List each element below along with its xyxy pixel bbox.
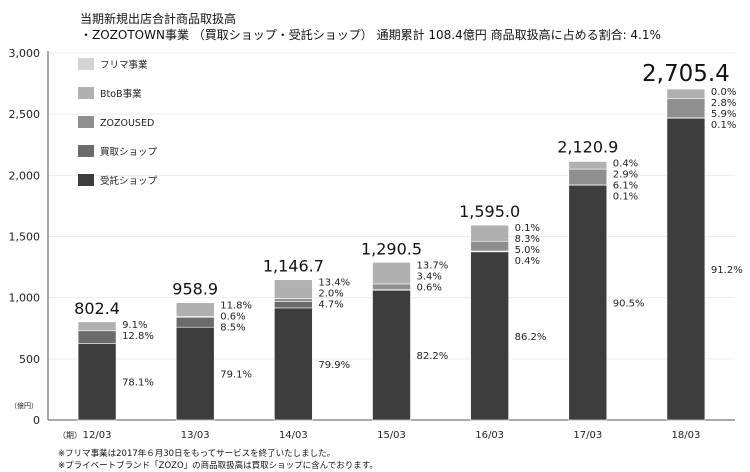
footnote-1: ※フリマ事業は2017年６月30日をもってサービスを終了いたしました。 bbox=[58, 449, 336, 459]
total-label: 1,290.5 bbox=[361, 239, 422, 258]
y-tick-label: 0 bbox=[33, 414, 40, 427]
y-tick-label: 1,000 bbox=[9, 292, 41, 305]
bar-segment bbox=[77, 321, 117, 332]
bar-segment bbox=[77, 343, 117, 421]
share-label-main: 79.9% bbox=[318, 360, 350, 371]
bar-segment bbox=[666, 117, 706, 421]
share-label-main: 86.2% bbox=[515, 332, 547, 343]
share-label: 5.9% bbox=[711, 109, 736, 120]
share-label: 0.0% bbox=[711, 87, 736, 98]
legend-swatch bbox=[78, 116, 94, 128]
y-tick-label: 2,000 bbox=[9, 169, 41, 182]
bar-segment bbox=[470, 251, 509, 421]
share-label: 8.5% bbox=[220, 323, 245, 334]
bar-segment bbox=[666, 98, 706, 119]
bar-segment bbox=[568, 161, 608, 170]
share-label: 0.4% bbox=[613, 159, 638, 170]
bar-segment bbox=[274, 298, 313, 302]
bar-segment bbox=[175, 326, 215, 421]
legend-label: フリマ事業 bbox=[100, 59, 148, 71]
total-label: 1,146.7 bbox=[263, 257, 324, 276]
bar-segment bbox=[274, 307, 313, 421]
legend-label: 買取ショップ bbox=[100, 147, 158, 158]
footnote-2: ※プライベートブランド「ZOZO」の商品取扱高は買取ショップに含んでおります。 bbox=[58, 461, 378, 471]
bar-segment bbox=[372, 289, 411, 421]
share-label: 3.4% bbox=[417, 271, 442, 282]
share-label: 13.4% bbox=[318, 278, 350, 289]
legend-label: ZOZOUSED bbox=[100, 118, 154, 129]
y-tick-label: 2,500 bbox=[9, 108, 41, 121]
total-label: 1,595.0 bbox=[459, 202, 520, 221]
bar-segment bbox=[372, 261, 411, 285]
x-tick-label: 13/03 bbox=[181, 430, 210, 441]
share-label: 2.0% bbox=[318, 289, 343, 300]
bar-segment bbox=[175, 316, 215, 328]
bar-segment bbox=[274, 279, 313, 299]
share-label: 0.1% bbox=[613, 192, 638, 203]
chart-title: 当期新規出店合計商品取扱高 bbox=[80, 12, 237, 26]
x-tick-label: 16/03 bbox=[475, 430, 504, 441]
y-tick-label: 3,000 bbox=[9, 47, 41, 60]
bar-segment bbox=[666, 88, 706, 99]
x-axis-unit: （期） bbox=[58, 431, 82, 440]
total-label: 958.9 bbox=[172, 280, 218, 299]
share-label: 11.8% bbox=[220, 301, 252, 312]
share-label: 9.1% bbox=[122, 320, 147, 331]
legend-swatch bbox=[78, 174, 94, 186]
share-label-main: 90.5% bbox=[613, 299, 645, 310]
legend-label: BtoB事業 bbox=[100, 88, 142, 100]
share-label: 2.9% bbox=[613, 170, 638, 181]
x-tick-label: 14/03 bbox=[279, 430, 308, 441]
legend-swatch bbox=[78, 58, 94, 70]
x-tick-label: 15/03 bbox=[377, 430, 406, 441]
y-tick-label: 1,500 bbox=[9, 231, 41, 244]
share-label-main: 78.1% bbox=[122, 378, 154, 389]
total-label: 802.4 bbox=[74, 299, 120, 318]
legend-swatch bbox=[78, 145, 94, 157]
y-axis-unit: （億円） bbox=[10, 401, 38, 410]
bar-segment bbox=[175, 302, 215, 317]
share-label: 0.1% bbox=[515, 223, 540, 234]
total-label: 2,705.4 bbox=[642, 61, 730, 87]
share-label: 8.3% bbox=[515, 234, 540, 245]
x-tick-label: 18/03 bbox=[672, 430, 701, 441]
legend-label: 受託ショップ bbox=[100, 175, 158, 187]
x-tick-label: 17/03 bbox=[573, 430, 602, 441]
y-tick-label: 500 bbox=[19, 353, 40, 366]
share-label: 13.7% bbox=[417, 260, 449, 271]
share-label-main: 82.2% bbox=[417, 351, 449, 362]
bar-segment bbox=[77, 330, 117, 344]
share-label: 0.6% bbox=[417, 282, 442, 293]
share-label: 0.1% bbox=[711, 120, 736, 131]
share-label: 12.8% bbox=[122, 331, 154, 342]
share-label: 4.7% bbox=[318, 300, 343, 311]
bar-segment bbox=[568, 184, 608, 421]
share-label: 0.4% bbox=[515, 256, 540, 267]
legend-swatch bbox=[78, 87, 94, 99]
bar-segment bbox=[568, 160, 608, 162]
share-label: 5.0% bbox=[515, 245, 540, 256]
x-tick-label: 12/03 bbox=[83, 430, 112, 441]
bar-segment bbox=[274, 301, 313, 309]
total-label: 2,120.9 bbox=[557, 138, 618, 157]
share-label: 2.8% bbox=[711, 98, 736, 109]
chart-subtitle: ・ZOZOTOWN事業 （買取ショップ・受託ショップ） 通期累計 108.4億円… bbox=[80, 28, 661, 42]
bar-segment bbox=[470, 240, 509, 252]
share-label: 0.6% bbox=[220, 312, 245, 323]
bar-segment bbox=[470, 224, 509, 242]
share-label-main: 91.2% bbox=[711, 265, 743, 276]
bar-segment bbox=[372, 283, 411, 290]
share-label-main: 79.1% bbox=[220, 370, 252, 381]
share-label: 6.1% bbox=[613, 181, 638, 192]
bar-segment bbox=[568, 168, 608, 186]
